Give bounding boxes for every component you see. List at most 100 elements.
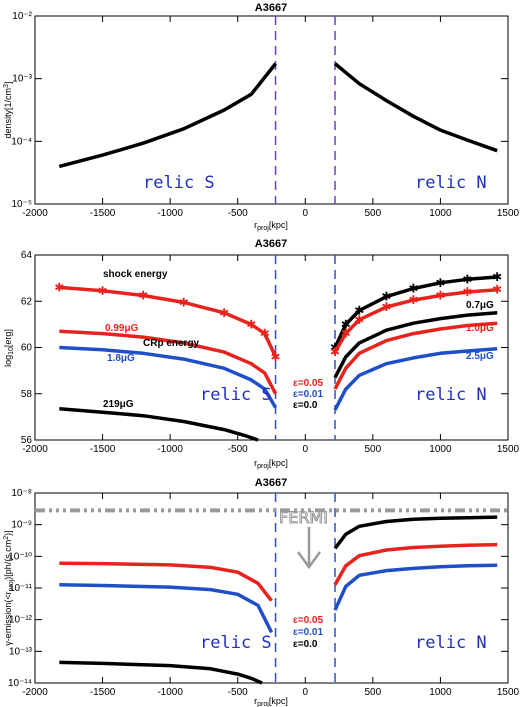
series-marker: ✱ [408,282,418,296]
panel2-series: ✱ ✱ ✱ ✱✱✱✱✱✱✱✱✱✱ ✱ ✱ ✱✱✱✱✱ ✱ ✱ ✱ ✱ [54,270,502,442]
y-tick-label: 62 [21,296,33,307]
panel3-relic-n-label: relic N [415,633,487,653]
series-marker: ✱ [435,276,445,290]
x-tick-label: 500 [365,208,382,219]
x-tick-label: -1000 [157,444,183,455]
y-tick-label: 10⁻² [12,11,32,22]
b-south-black-label: 219μG [103,399,134,410]
series-marker: ✱ [341,317,351,331]
panel3-eps-red: ε=0.05 [293,615,323,626]
x-tick-label: -1500 [90,687,116,698]
panel3-title: A3667 [255,477,287,489]
y-tick-label: 64 [21,250,33,261]
panel2-y-label: log10[erg] [3,329,15,367]
series-marker: ✱ [219,306,229,320]
y-tick-label: 10⁻¹⁰ [8,551,32,562]
series-line [58,62,277,169]
panel1-y-label: density[1/cm3] [3,82,13,139]
panel1-title: A3667 [255,2,287,14]
panel3-relic-s-label: relic S [200,633,272,653]
panel2-x-ticks: -2000 -1500 -1000 -500 0 500 1000 1500 [22,255,520,455]
series-line [333,311,498,379]
x-tick-label: -1500 [90,208,116,219]
series-line [333,515,498,550]
panel1-x-label: rproj[kpc] [254,220,288,232]
b-north-red-label: 1.0μG [466,323,494,334]
panel1-y-ticks: 10⁻⁵ 10⁻⁴ 10⁻³ 10⁻² [11,11,508,210]
series-marker: ✱ [98,284,108,298]
series-line [333,542,498,586]
panel1-series [58,62,498,169]
x-tick-label: 1000 [429,444,452,455]
panel-density: A3667 -2000 -1500 -1000 -500 0 500 1000 1500 10… [3,2,520,232]
series-marker: ✱ [462,285,472,299]
x-tick-label: -1000 [157,687,183,698]
panel1-frame [34,15,509,205]
panel-gamma: A3667 -2000 -1500 -1000 -500 0 500 1000 1500 10… [3,477,520,707]
series-marker: ✱ [246,317,256,331]
panel2-eps-black: ε=0.0 [293,400,318,411]
series-line [333,287,498,353]
panel3-eps-black: ε=0.0 [293,639,318,650]
series-line [59,345,278,409]
x-tick-label: -500 [228,687,248,698]
b-north-blue-label: 2.5μG [466,351,494,362]
panel-energy: A3667 -2000 -1500 -1000 -500 0 500 1000 1500 56… [3,238,520,470]
x-tick-label: -1000 [157,208,183,219]
x-tick-label: -2000 [22,208,48,219]
y-tick-label: 10⁻⁵ [11,199,32,210]
series-line [333,563,498,611]
y-tick-label: 10⁻⁹ [11,520,32,531]
y-tick-label: 10⁻⁸ [11,488,32,499]
panel3-eps-blue: ε=0.01 [293,627,323,638]
x-tick-label: -500 [228,208,248,219]
x-tick-label: 0 [303,687,309,698]
fermi-arrow-icon [296,527,322,570]
panel2-y-ticks: 56 58 60 62 64 [21,250,508,446]
series-line [59,285,278,358]
y-tick-label: 60 [21,343,33,354]
series-marker: ✱ [341,327,351,341]
y-tick-label: 10⁻¹⁴ [8,678,32,689]
y-tick-label: 10⁻³ [12,74,32,85]
x-tick-label: 500 [365,687,382,698]
series-marker: ✱ [462,272,472,286]
panel3-x-label: rproj[kpc] [254,696,288,707]
panel1-relic-s-label: relic S [143,173,215,193]
x-tick-label: 500 [365,444,382,455]
series-line [59,561,273,602]
b-north-black-label: 0.7μG [466,300,494,311]
shock-energy-label: shock energy [103,269,168,280]
series-marker: ✱ [381,290,391,304]
panel2-eps-blue: ε=0.01 [293,389,323,400]
panel3-y-label: γ-emission(<rproj)[ph/(s cm2)] [3,530,15,645]
x-tick-label: 1000 [429,687,452,698]
panel1-x-ticks: -2000 -1500 -1000 -500 0 500 1000 1500 [22,16,520,219]
panel1-relic-n-label: relic N [415,173,487,193]
series-marker: ✱ [354,304,364,318]
series-marker: ✱ [408,293,418,307]
series-line [59,407,259,442]
series-marker: ✱ [492,283,502,297]
series-line [59,329,278,395]
panel3-series [59,515,498,685]
panel2-relic-n-label: relic N [415,385,487,405]
series-marker: ✱ [179,295,189,309]
y-tick-label: 10⁻⁴ [11,136,32,147]
x-tick-label: 1500 [497,444,520,455]
series-line [333,321,498,390]
y-tick-label: 10⁻¹² [9,615,33,626]
x-tick-label: 0 [303,208,309,219]
crp-energy-label: CRp energy [143,338,200,349]
y-tick-label: 10⁻¹¹ [9,583,33,594]
series-marker: ✱ [54,280,64,294]
y-tick-label: 10⁻¹³ [9,646,33,657]
panel3-x-ticks: -2000 -1500 -1000 -500 0 500 1000 1500 [22,493,520,698]
series-marker: ✱ [381,300,391,314]
series-marker: ✱ [330,345,340,359]
y-tick-label: 58 [21,389,33,400]
y-tick-label: 56 [21,435,33,446]
x-tick-label: 0 [303,444,309,455]
series-marker: ✱ [354,313,364,327]
